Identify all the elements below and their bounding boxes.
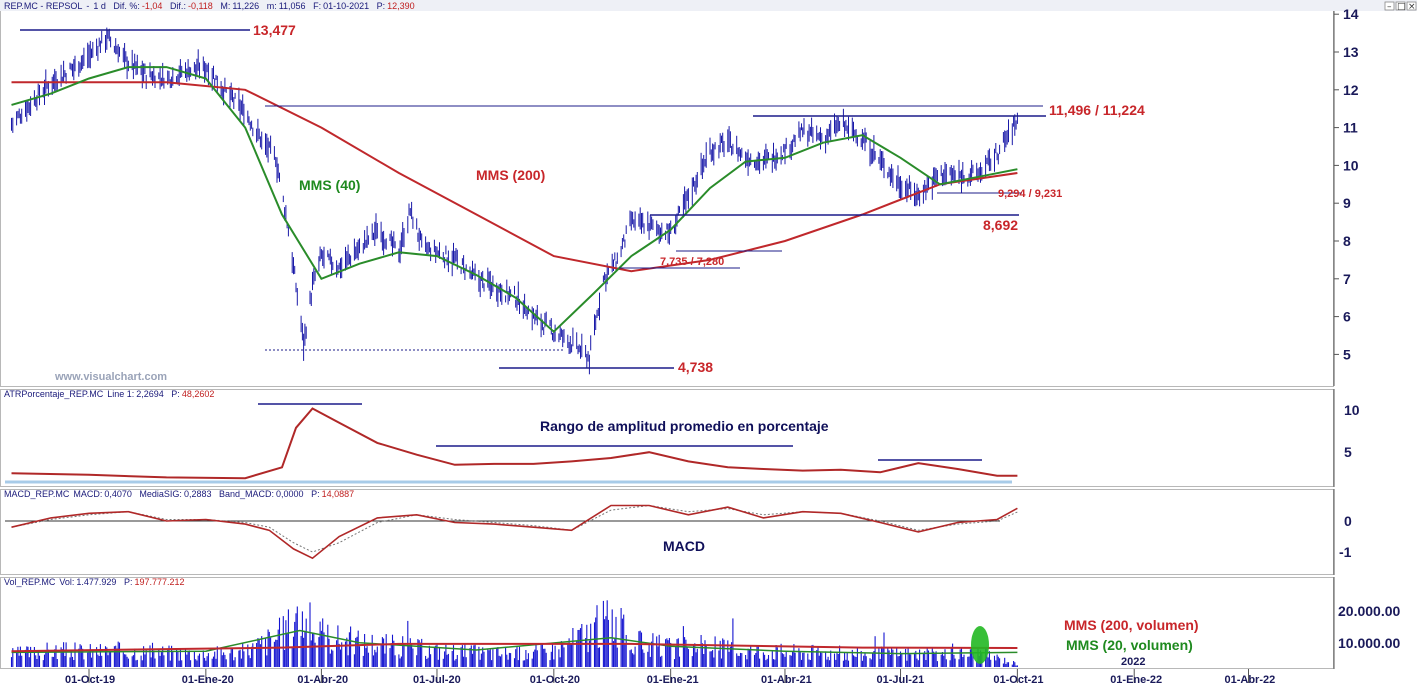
svg-text:□: □	[1397, 2, 1406, 12]
price-tick-label: 6	[1343, 309, 1351, 325]
mms200-label: MMS (200)	[476, 167, 545, 183]
price-tick-label: 13	[1343, 44, 1359, 60]
mms200-line	[11, 81, 1018, 273]
date-tick-label: 01-Jul-21	[877, 674, 925, 686]
axis-ticks: 14 13 12 11 10 9 8 7 6 5 10 5 0 -1 20.000.00 10.000.00 0…	[65, 6, 1400, 686]
macd-tick-label: -1	[1339, 544, 1352, 560]
price-header-bar	[0, 0, 1417, 11]
atr-header: ATRPorcentaje_REP.MC Line 1: 2,2694 P: 48,2…	[4, 389, 214, 399]
volume-highlight	[971, 626, 989, 664]
price-panel	[0, 2, 1334, 387]
minimize-button[interactable]	[1384, 1, 1395, 11]
date-tick-label: 01-Ene-21	[647, 674, 699, 686]
price-window-controls: – □ ×	[1384, 1, 1417, 12]
date-tick-label: 01-Oct-21	[993, 674, 1043, 686]
date-tick-label: 01-Oct-19	[65, 674, 115, 686]
high-label: 13,477	[253, 22, 296, 38]
price-tick-label: 12	[1343, 82, 1359, 98]
support-mid-label: 9,294 / 9,231	[998, 188, 1062, 200]
level-lines	[20, 29, 1046, 369]
price-tick-label: 7	[1343, 271, 1351, 287]
macd-header: MACD_REP.MC MACD: 0,4070 MediaSIG: 0,2883 B…	[4, 489, 354, 499]
date-tick-label: 01-Jul-20	[413, 674, 461, 686]
price-tick-label: 8	[1343, 233, 1351, 249]
maximize-button[interactable]	[1395, 1, 1406, 11]
volume-tick-label: 20.000.00	[1338, 603, 1400, 619]
date-tick-label: 01-Oct-20	[530, 674, 580, 686]
low-label: 4,738	[678, 359, 713, 375]
mms40-label: MMS (40)	[299, 177, 360, 193]
atr-panel	[0, 389, 1334, 487]
date-tick-label: 01-Abr-21	[761, 674, 812, 686]
watermark: www.visualchart.com	[54, 371, 167, 383]
vol-mms200-label: MMS (200, volumen)	[1064, 617, 1199, 633]
atr-series	[5, 403, 1018, 484]
atr-tick-label: 5	[1344, 444, 1352, 460]
volume-tick-label: 10.000.00	[1338, 635, 1400, 651]
mms40-line	[11, 66, 1018, 334]
volume-bars	[10, 600, 1018, 667]
price-tick-label: 14	[1343, 6, 1359, 22]
support-label: 8,692	[983, 217, 1018, 233]
indicator-lines	[11, 66, 1018, 334]
macd-tick-label: 0	[1344, 513, 1352, 529]
year-marker: 2022	[1121, 656, 1145, 668]
atr-title: Rango de amplitud promedio en porcentaje	[540, 418, 829, 434]
macd-title: MACD	[663, 538, 705, 554]
date-tick-label: 01-Ene-22	[1110, 674, 1162, 686]
price-tick-label: 11	[1343, 120, 1358, 136]
atr-line	[11, 407, 1018, 480]
svg-text:×: ×	[1408, 2, 1416, 12]
price-tick-label: 9	[1343, 195, 1351, 211]
volume-header: Vol_REP.MC Vol: 1.477.929 P: 197.777.212	[4, 577, 185, 587]
atr-tick-label: 10	[1344, 402, 1360, 418]
date-tick-label: 01-Ene-20	[182, 674, 234, 686]
price-tick-label: 10	[1343, 157, 1359, 173]
price-bars	[11, 27, 1018, 375]
svg-text:–: –	[1387, 2, 1392, 12]
close-button[interactable]	[1406, 1, 1417, 11]
macd-panel	[0, 489, 1334, 575]
date-tick-label: 01-Abr-22	[1225, 674, 1276, 686]
vol-mms200-line	[11, 642, 1018, 653]
gap-label: 7,735 / 7,280	[660, 256, 724, 268]
date-tick-label: 01-Abr-20	[297, 674, 348, 686]
price-tick-label: 5	[1343, 346, 1351, 362]
resistance-label: 11,496 / 11,224	[1049, 102, 1145, 118]
macd-line	[11, 504, 1018, 560]
vol-mms20-label: MMS (20, volumen)	[1066, 637, 1193, 653]
macd-series	[5, 504, 1018, 560]
price-header: REP.MC - REPSOL -1 d Dif. %: -1,04 Dif.: -0…	[4, 1, 415, 11]
